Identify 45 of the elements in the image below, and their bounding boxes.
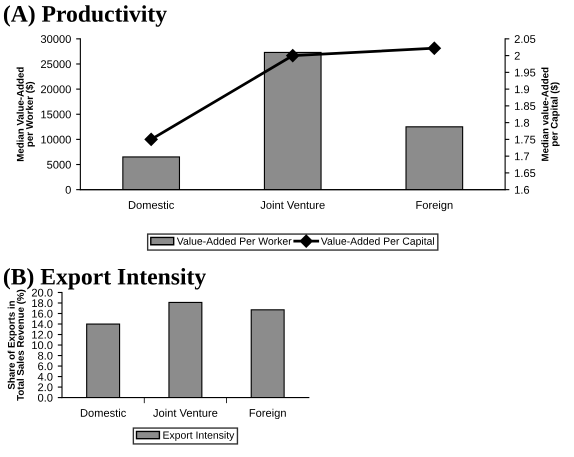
y2-tick-label: 1.75 <box>514 136 536 144</box>
x-tick-label: Foreign <box>250 408 286 420</box>
y-tick-label: 10000 <box>41 136 71 144</box>
point <box>428 42 441 55</box>
y2-tick-label: 1.6 <box>514 186 530 194</box>
legend-label: Value-Added Per Capital <box>320 237 434 247</box>
y-tick-label: 5000 <box>47 160 71 169</box>
y2-tick-label: 1.65 <box>514 169 536 178</box>
y2-tick-label: 2.05 <box>514 35 536 43</box>
x-tick-label: Joint Venture <box>153 408 218 417</box>
y-tick-label: 14.0 <box>32 320 53 328</box>
x-tick-label: Joint Venture <box>260 200 325 209</box>
point <box>144 132 158 146</box>
y-tick-label: 6.0 <box>38 362 53 370</box>
y-tick-label: 16.0 <box>32 310 53 318</box>
y-tick-label: 0 <box>66 186 71 194</box>
y-tick-label: 10.0 <box>32 341 53 350</box>
y-axis-title: Share of Exports in Total Sales Revenue (%) <box>8 290 26 401</box>
y-tick-label: 25000 <box>40 60 71 68</box>
y-tick-label: 15000 <box>41 110 71 118</box>
y-tick-label: 8.0 <box>38 352 53 360</box>
y-tick-label: 4.0 <box>38 372 53 381</box>
point <box>286 49 300 62</box>
y2-tick-label: 2 <box>514 52 520 60</box>
y2-tick-label: 1.9 <box>514 85 530 94</box>
y-axis-title: Median Value-Added per Worker ($) <box>16 67 35 162</box>
y-tick-label: 0.0 <box>38 394 53 402</box>
x-tick-label: Domestic <box>128 200 174 209</box>
y-tick-label: 20000 <box>40 85 71 94</box>
y2-tick-label: 1.85 <box>514 102 536 110</box>
y2-tick-label: 1.8 <box>514 118 530 127</box>
y2-axis-title: Median value-Added per Capital ($) <box>541 68 560 161</box>
y-tick-label: 20.0 <box>32 288 53 297</box>
x-tick-label: Foreign <box>416 200 452 212</box>
legend-label: Export Intensity <box>163 431 234 441</box>
legend-label: Value-Added Per Worker <box>176 237 292 245</box>
y2-tick-label: 1.7 <box>514 152 530 160</box>
y-tick-label: 2.0 <box>38 383 53 392</box>
y-tick-label: 12.0 <box>32 330 53 339</box>
y-tick-label: 18.0 <box>32 299 53 308</box>
x-tick-label: Domestic <box>80 408 126 417</box>
chart-title: (A) Productivity <box>4 5 167 27</box>
y-tick-label: 30000 <box>40 35 71 43</box>
y2-tick-label: 1.95 <box>514 68 536 76</box>
chart-title: (B) Export Intensity <box>4 268 206 290</box>
